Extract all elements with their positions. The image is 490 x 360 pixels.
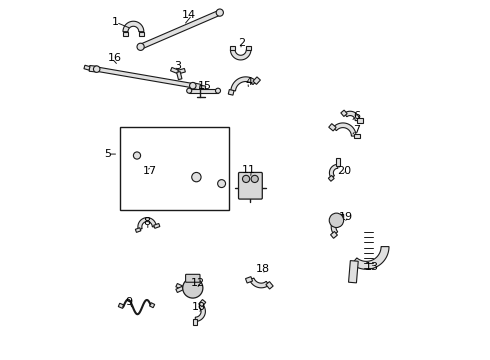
Polygon shape	[123, 21, 144, 32]
Circle shape	[94, 66, 100, 72]
Circle shape	[329, 213, 343, 228]
Text: 11: 11	[242, 165, 256, 175]
Polygon shape	[231, 77, 256, 91]
Polygon shape	[97, 67, 193, 88]
Bar	[120, 127, 229, 210]
Polygon shape	[230, 50, 251, 60]
Polygon shape	[84, 65, 90, 70]
Polygon shape	[266, 282, 273, 289]
Polygon shape	[253, 77, 260, 84]
Polygon shape	[341, 110, 347, 117]
Polygon shape	[199, 300, 206, 307]
Circle shape	[251, 175, 258, 183]
Circle shape	[218, 180, 225, 188]
Text: 5: 5	[104, 149, 111, 159]
FancyBboxPatch shape	[186, 274, 200, 282]
Polygon shape	[176, 286, 183, 293]
Polygon shape	[171, 67, 179, 74]
Text: 20: 20	[337, 166, 351, 176]
Text: 17: 17	[143, 166, 156, 176]
Polygon shape	[354, 134, 360, 138]
Circle shape	[243, 175, 250, 183]
Text: 16: 16	[107, 53, 122, 63]
Polygon shape	[139, 32, 144, 36]
Polygon shape	[336, 158, 340, 166]
Polygon shape	[149, 303, 155, 308]
Text: 6: 6	[353, 111, 360, 121]
Text: 2: 2	[239, 38, 245, 48]
Text: 7: 7	[353, 125, 360, 135]
Circle shape	[216, 9, 223, 16]
Polygon shape	[136, 154, 197, 179]
Text: 1: 1	[112, 17, 119, 27]
Circle shape	[187, 88, 192, 93]
Circle shape	[183, 278, 203, 298]
Text: 18: 18	[256, 264, 270, 274]
Polygon shape	[178, 68, 185, 74]
Polygon shape	[200, 85, 206, 90]
Polygon shape	[118, 303, 124, 309]
Polygon shape	[140, 10, 221, 49]
Polygon shape	[177, 72, 182, 80]
Polygon shape	[357, 118, 363, 123]
Polygon shape	[329, 164, 338, 178]
Text: 12: 12	[191, 278, 205, 288]
Polygon shape	[352, 247, 389, 269]
Polygon shape	[230, 46, 235, 50]
Circle shape	[216, 88, 220, 93]
Polygon shape	[196, 304, 205, 321]
Polygon shape	[228, 90, 234, 95]
Text: 4: 4	[245, 77, 252, 87]
Polygon shape	[245, 276, 252, 283]
Polygon shape	[123, 32, 128, 36]
Text: 8: 8	[144, 217, 150, 228]
Text: 3: 3	[174, 60, 181, 71]
Polygon shape	[331, 215, 343, 235]
Circle shape	[133, 152, 141, 159]
Text: 10: 10	[192, 302, 206, 312]
Polygon shape	[189, 89, 218, 93]
Text: 19: 19	[339, 212, 353, 222]
Polygon shape	[246, 46, 251, 50]
Polygon shape	[333, 123, 356, 136]
FancyBboxPatch shape	[239, 172, 262, 199]
Polygon shape	[328, 175, 334, 181]
Circle shape	[190, 82, 196, 89]
Polygon shape	[138, 218, 156, 230]
Polygon shape	[348, 261, 358, 283]
Polygon shape	[193, 319, 197, 325]
Circle shape	[137, 43, 144, 50]
Polygon shape	[154, 224, 160, 228]
Polygon shape	[176, 283, 183, 290]
Polygon shape	[192, 83, 200, 90]
Polygon shape	[344, 111, 360, 121]
Polygon shape	[329, 123, 336, 131]
Text: 9: 9	[125, 297, 133, 307]
Circle shape	[192, 172, 201, 182]
Text: 14: 14	[182, 10, 196, 20]
Polygon shape	[169, 161, 222, 185]
Text: 15: 15	[198, 81, 212, 91]
Polygon shape	[89, 66, 97, 72]
Polygon shape	[331, 231, 338, 238]
Text: 13: 13	[365, 262, 379, 272]
Polygon shape	[135, 228, 141, 233]
Polygon shape	[249, 278, 269, 288]
